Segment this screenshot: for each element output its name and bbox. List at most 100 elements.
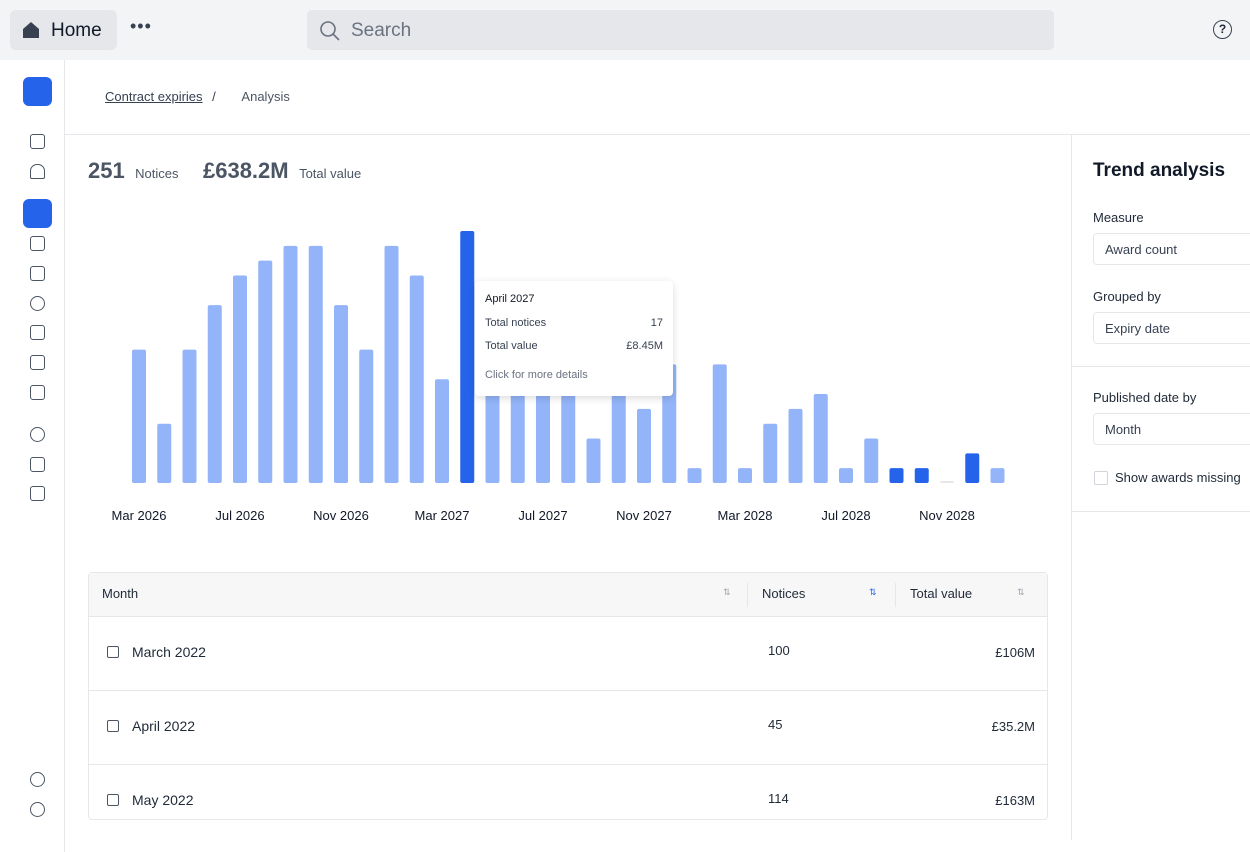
breadcrumb-parent[interactable]: Contract expiries xyxy=(105,89,203,104)
bar[interactable] xyxy=(308,245,323,483)
panel-border xyxy=(1071,135,1072,840)
bar[interactable] xyxy=(536,394,550,483)
bar[interactable] xyxy=(889,468,904,483)
nav-home[interactable] xyxy=(30,134,45,149)
bar[interactable] xyxy=(384,245,399,483)
nav-alerts[interactable] xyxy=(30,164,45,179)
sort-icon[interactable]: ⇅ xyxy=(869,587,877,597)
nav-present[interactable] xyxy=(30,486,45,501)
panel-divider xyxy=(1072,511,1250,512)
notices-label: Notices xyxy=(135,166,179,181)
nav-wallet[interactable] xyxy=(30,355,45,370)
table-row[interactable]: March 2022 100 £106M xyxy=(88,617,1048,691)
search-icon xyxy=(320,21,340,41)
stats: 251 Notices £638.2M Total value xyxy=(88,158,361,184)
home-button[interactable]: Home xyxy=(10,10,117,50)
breadcrumb: Contract expiries / Analysis xyxy=(88,89,290,104)
home-icon xyxy=(23,22,39,38)
notices-cell: 45 xyxy=(768,717,783,732)
bar[interactable] xyxy=(258,260,273,483)
bar[interactable] xyxy=(157,423,172,483)
bar[interactable] xyxy=(510,394,525,483)
bar[interactable] xyxy=(990,468,1005,483)
bar[interactable] xyxy=(435,379,449,483)
column-header[interactable]: Total value xyxy=(910,586,973,601)
select-value: Expiry date xyxy=(1105,321,1171,336)
total-label: Total value xyxy=(299,166,362,181)
logo[interactable] xyxy=(23,77,52,106)
nav-finance[interactable] xyxy=(30,296,45,311)
table xyxy=(88,572,1048,820)
bar[interactable] xyxy=(864,438,879,483)
bar[interactable] xyxy=(132,349,146,483)
bar[interactable] xyxy=(409,275,424,483)
value-cell: £35.2M xyxy=(991,719,1035,734)
grouped-select[interactable]: Expiry date xyxy=(1093,312,1250,344)
tooltip-value: £8.45M xyxy=(626,340,663,352)
bar[interactable] xyxy=(914,468,929,483)
bar[interactable] xyxy=(611,394,626,483)
nav-settings[interactable] xyxy=(30,772,45,787)
table-header: Month Notices Total value ⇅ ⇅ ⇅ xyxy=(89,573,1047,617)
bar[interactable] xyxy=(712,364,727,483)
bar[interactable] xyxy=(359,349,374,483)
sort-icon[interactable]: ⇅ xyxy=(1017,587,1025,597)
table-row[interactable]: May 2022 114 £163M xyxy=(88,765,1048,838)
bar[interactable] xyxy=(460,231,475,483)
help-icon[interactable]: ? xyxy=(1213,20,1232,39)
bar[interactable] xyxy=(637,408,651,483)
nav-targets[interactable] xyxy=(30,427,45,442)
calendar-icon xyxy=(107,646,119,658)
column-header[interactable]: Month xyxy=(102,586,139,601)
measure-select[interactable]: Award count xyxy=(1093,233,1250,265)
sort-icon[interactable]: ⇅ xyxy=(723,587,731,597)
nav-buildings[interactable] xyxy=(30,385,45,400)
nav-dashboard[interactable] xyxy=(30,236,45,251)
nav-notices-active[interactable] xyxy=(23,199,52,228)
x-tick-label: Nov 2028 xyxy=(919,508,975,523)
bar[interactable] xyxy=(687,468,702,483)
bar[interactable] xyxy=(738,468,752,483)
bar[interactable] xyxy=(788,408,803,483)
nav-contacts[interactable] xyxy=(30,325,45,340)
search-placeholder: Search xyxy=(351,20,412,41)
bar[interactable] xyxy=(965,453,980,483)
tooltip-label: Total notices xyxy=(485,317,547,329)
bar[interactable] xyxy=(561,394,576,483)
checkbox[interactable] xyxy=(1094,471,1108,485)
tooltip-footer[interactable]: Click for more details xyxy=(485,369,588,381)
nav-archive[interactable] xyxy=(30,266,45,281)
home-label: Home xyxy=(51,20,102,41)
x-tick-label: Jul 2027 xyxy=(518,508,567,523)
column-header[interactable]: Notices xyxy=(762,586,806,601)
bar[interactable] xyxy=(839,468,853,483)
field-label: Grouped by xyxy=(1093,289,1161,304)
breadcrumb-current: Analysis xyxy=(241,89,290,104)
x-tick-label: Jul 2028 xyxy=(821,508,870,523)
bar[interactable] xyxy=(586,438,601,483)
bar[interactable] xyxy=(283,245,298,483)
notices-cell: 114 xyxy=(768,791,789,806)
x-tick-label: Mar 2028 xyxy=(718,508,773,523)
calendar-icon xyxy=(107,720,119,732)
table-row[interactable]: April 2022 45 £35.2M xyxy=(88,691,1048,765)
select-value: Award count xyxy=(1105,242,1178,257)
more-button[interactable]: ••• xyxy=(130,16,152,36)
search-box[interactable]: Search xyxy=(307,10,1054,50)
x-tick-label: Mar 2026 xyxy=(112,508,167,523)
panel-divider xyxy=(1072,366,1250,367)
nav-list[interactable] xyxy=(30,457,45,472)
column-divider xyxy=(895,583,896,607)
bar[interactable] xyxy=(763,423,778,483)
bar[interactable] xyxy=(233,275,247,483)
chart: Mar 2026 Jul 2026 Nov 2026 Mar 2027 Jul 2027… xyxy=(112,231,1005,523)
bar[interactable] xyxy=(334,305,348,483)
bar[interactable] xyxy=(182,349,197,483)
bar[interactable] xyxy=(940,481,954,483)
bar[interactable] xyxy=(485,379,500,483)
bar[interactable] xyxy=(207,305,222,483)
published-select[interactable]: Month xyxy=(1093,413,1250,445)
nav-help[interactable] xyxy=(30,802,45,817)
bar[interactable] xyxy=(813,394,828,483)
